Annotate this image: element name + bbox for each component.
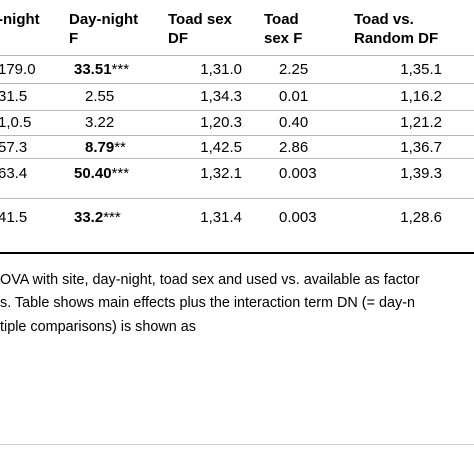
- table-footnote-line: tiple comparisons) is shown as: [0, 319, 196, 335]
- row-rule: [0, 158, 474, 159]
- column-header-toad-sex-f: Toad sex F: [264, 11, 303, 47]
- cell-toad-vs-random-df: 1,39.3: [400, 165, 442, 182]
- cell-day-night-df: 1,0.5: [0, 114, 32, 131]
- column-header-day-night-df: -night: [0, 11, 40, 28]
- cell-day-night-df: 179.0: [0, 61, 36, 78]
- cell-day-night-df: 63.4: [0, 165, 28, 182]
- header-rule: [0, 55, 474, 56]
- cell-toad-sex-df: 1,34.3: [200, 88, 242, 105]
- column-header-toad-sex-df: Toad sex DF: [168, 11, 232, 47]
- cell-toad-vs-random-df: 1,21.2: [400, 114, 442, 131]
- cell-toad-sex-df: 1,31.0: [200, 61, 242, 78]
- row-rule: [0, 135, 474, 136]
- cell-day-night-df: 57.3: [0, 139, 28, 156]
- table-footnote-line: s. Table shows main effects plus the int…: [0, 295, 415, 311]
- cell-toad-sex-df: 1,31.4: [200, 209, 242, 226]
- cell-toad-sex-df: 1,20.3: [200, 114, 242, 131]
- cell-toad-sex-f: 0.40: [279, 114, 309, 131]
- cell-toad-sex-f: 0.01: [279, 88, 309, 105]
- row-rule: [0, 198, 474, 199]
- cell-toad-vs-random-df: 1,36.7: [400, 139, 442, 156]
- cell-day-night-f: 3.22: [85, 114, 115, 131]
- cell-toad-sex-f: 2.25: [279, 61, 309, 78]
- table-bottom-rule: [0, 252, 474, 254]
- cell-toad-vs-random-df: 1,16.2: [400, 88, 442, 105]
- cell-day-night-df: 41.5: [0, 209, 28, 226]
- row-rule: [0, 110, 474, 111]
- table-footnote-line: OVA with site, day-night, toad sex and u…: [0, 272, 420, 288]
- cell-toad-sex-f: 0.003: [279, 165, 317, 182]
- cell-toad-vs-random-df: 1,28.6: [400, 209, 442, 226]
- column-header-day-night-f: Day-night F: [69, 11, 139, 47]
- cell-toad-sex-df: 1,32.1: [200, 165, 242, 182]
- footer-rule: [0, 444, 474, 445]
- cell-day-night-df: 31.5: [0, 88, 28, 105]
- cell-day-night-f: 50.40***: [74, 165, 130, 182]
- cell-toad-sex-f: 2.86: [279, 139, 309, 156]
- cell-day-night-f: 33.51***: [74, 61, 130, 78]
- column-header-toad-vs-random-df: Toad vs. Random DF: [354, 11, 439, 47]
- cell-toad-sex-df: 1,42.5: [200, 139, 242, 156]
- cell-day-night-f: 2.55: [85, 88, 115, 105]
- cell-toad-vs-random-df: 1,35.1: [400, 61, 442, 78]
- cell-toad-sex-f: 0.003: [279, 209, 317, 226]
- cell-day-night-f: 8.79**: [85, 139, 126, 156]
- row-rule: [0, 83, 474, 84]
- cell-day-night-f: 33.2***: [74, 209, 121, 226]
